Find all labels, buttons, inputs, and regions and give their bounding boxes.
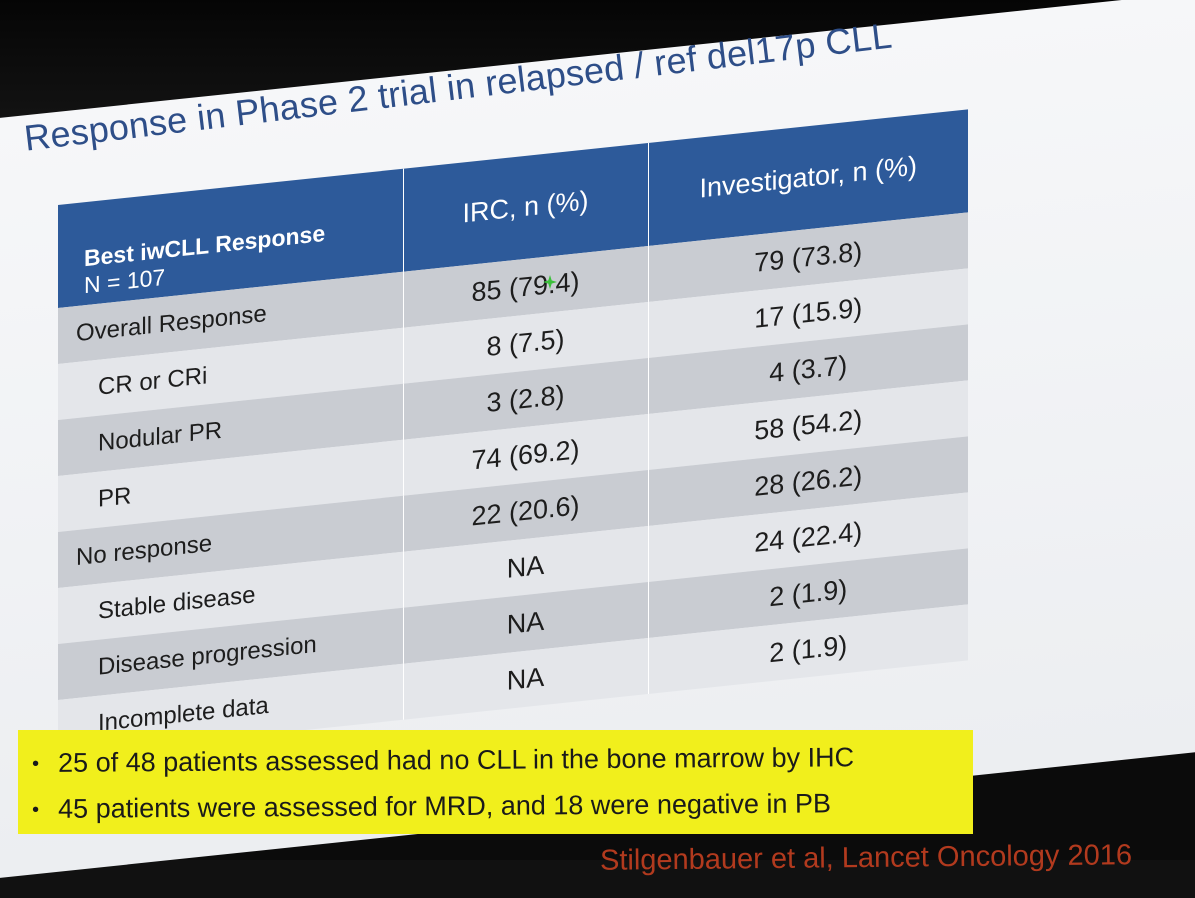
room-background-bottom: [0, 860, 1195, 898]
bullet-item: • 45 patients were assessed for MRD, and …: [32, 788, 831, 825]
highlight-box: [18, 730, 973, 834]
response-table: Best iwCLL Response N = 107 IRC, n (%) I…: [58, 109, 968, 756]
table-body: Overall Response 85 (79.4) 79 (73.8) CR or …: [58, 212, 968, 756]
response-table-wrapper: Best iwCLL Response N = 107 IRC, n (%) I…: [58, 109, 968, 756]
bullet-item: • 25 of 48 patients assessed had no CLL i…: [32, 742, 854, 779]
citation: Stilgenbauer et al, Lancet Oncology 2016: [599, 839, 1133, 877]
bullet-text: 45 patients were assessed for MRD, and 1…: [57, 788, 832, 824]
bullet-dot-icon: •: [32, 753, 40, 776]
bullet-dot-icon: •: [32, 799, 40, 822]
bullet-text: 25 of 48 patients assessed had no CLL in…: [57, 742, 855, 778]
